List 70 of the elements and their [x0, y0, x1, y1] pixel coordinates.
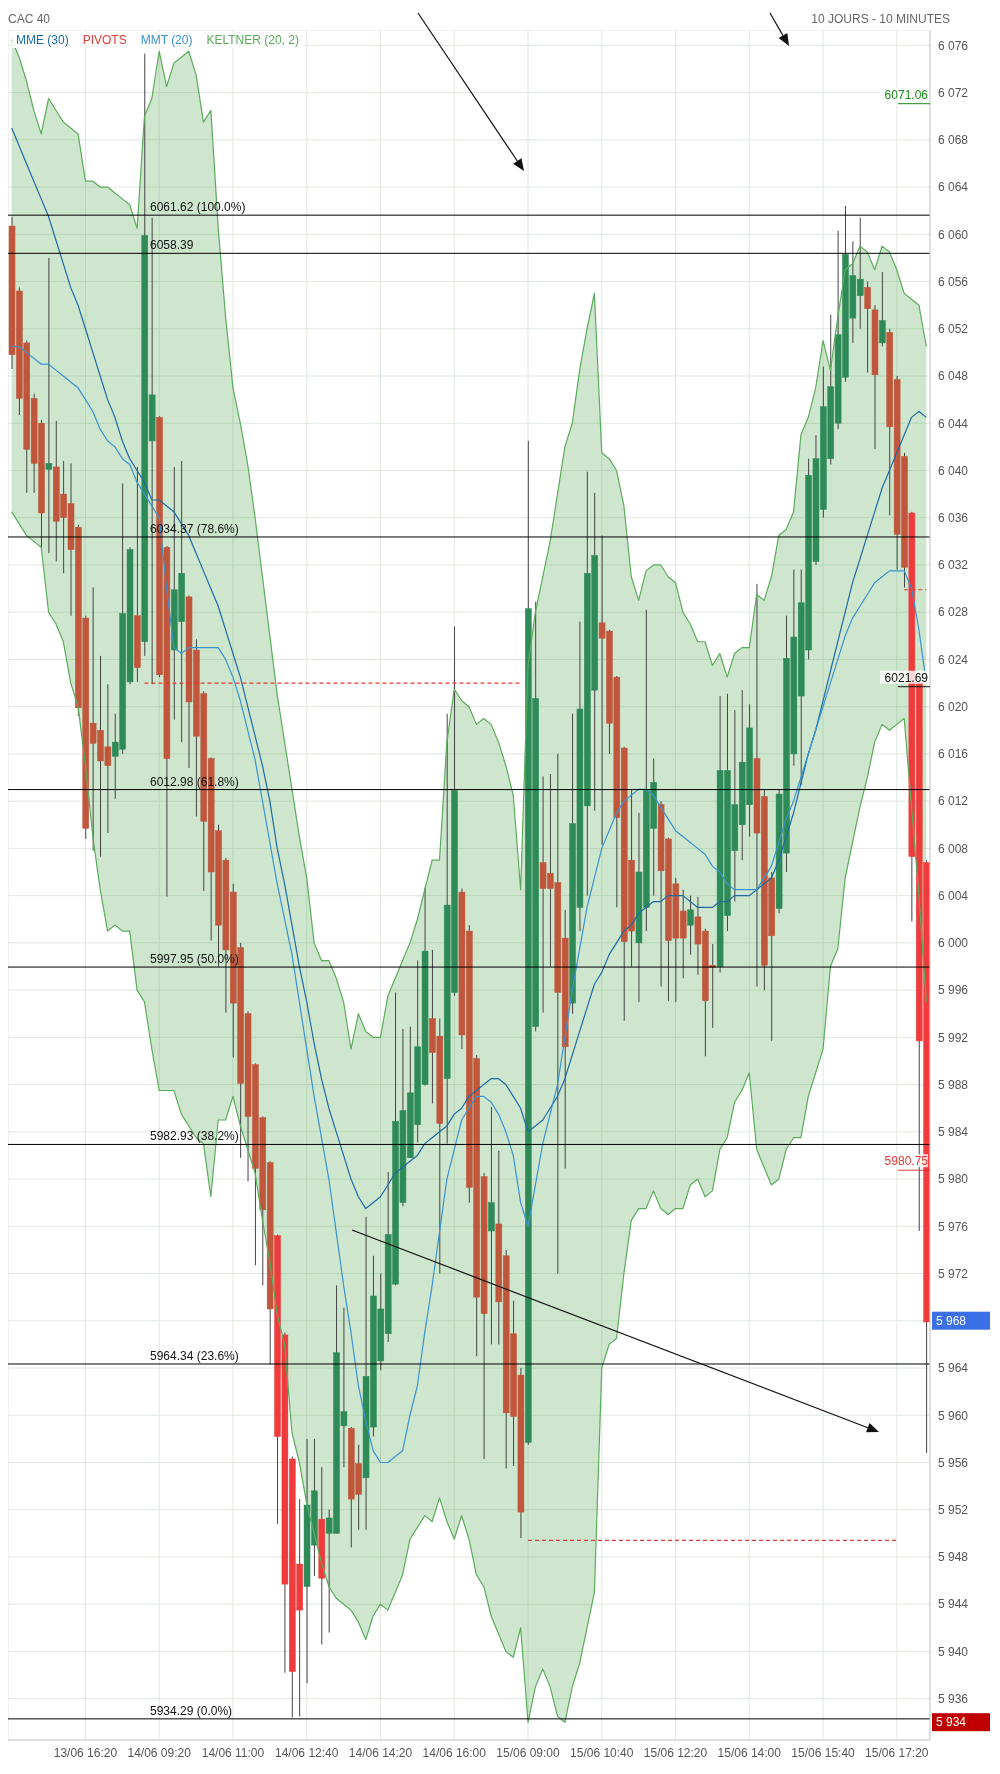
y-tick-label: 6 016 [938, 747, 969, 762]
ref-line-label: 5982.93 (38.2%) [150, 1129, 239, 1144]
y-tick-label: 6 060 [938, 227, 969, 242]
y-tick-label: 6 036 [938, 510, 969, 525]
ref-line-label: 5934.29 (0.0%) [150, 1703, 233, 1718]
y-tick-label: 6 024 [938, 652, 969, 667]
y-tick-label: 5 988 [938, 1077, 969, 1092]
x-tick-label: 15/06 12:20 [643, 1745, 708, 1760]
ref-line-label: 5964.34 (23.6%) [150, 1348, 239, 1363]
y-tick-label: 6 076 [938, 38, 969, 53]
y-tick-label: 5 952 [938, 1502, 969, 1517]
x-tick-label: 14/06 09:20 [127, 1745, 192, 1760]
x-tick-label: 15/06 14:00 [717, 1745, 782, 1760]
series-label: KELTNER (20, 2) [206, 33, 299, 47]
x-tick-label: 15/06 17:20 [865, 1745, 929, 1760]
x-tick-label: 14/06 16:00 [422, 1745, 487, 1760]
y-tick-label: 5 944 [938, 1597, 969, 1612]
candlestick [687, 895, 694, 956]
y-tick-label: 6 000 [938, 936, 969, 951]
y-tick-label: 6 068 [938, 133, 969, 148]
text: 5 934 [936, 1715, 967, 1730]
annotation: 5980.75 [884, 1154, 929, 1169]
y-tick-label: 5 948 [938, 1550, 969, 1565]
y-tick-label: 6 008 [938, 841, 969, 856]
y-tick-label: 6 040 [938, 463, 969, 478]
y-tick-label: 5 996 [938, 983, 969, 998]
annotation: 6071.06 [884, 87, 929, 102]
y-tick-label: 6 028 [938, 605, 969, 620]
y-tick-label: 5 956 [938, 1455, 969, 1470]
x-tick-label: 14/06 14:20 [348, 1745, 413, 1760]
chart-title: CAC 40 [8, 12, 51, 26]
y-tick-label: 6 064 [938, 180, 969, 195]
y-tick-label: 5 976 [938, 1219, 969, 1234]
x-tick-label: 15/06 15:40 [791, 1745, 856, 1760]
y-tick-label: 5 960 [938, 1408, 969, 1423]
y-tick-label: 5 972 [938, 1266, 969, 1281]
text: PIVOTS [82, 33, 127, 47]
y-tick-label: 6 072 [938, 85, 969, 100]
line-series [11, 345, 927, 1464]
ref-line-label: 6058.39 [150, 238, 194, 253]
y-tick-label: 5 940 [938, 1644, 969, 1659]
y-tick-label: 5 992 [938, 1030, 969, 1045]
annotation: 6021.69 [884, 670, 929, 685]
text: MME (30) [16, 33, 69, 47]
y-tick-label: 5 936 [938, 1691, 969, 1706]
x-tick-label: 14/06 12:40 [275, 1745, 339, 1760]
y-tick-label: 6 052 [938, 322, 969, 337]
y-tick-label: 6 044 [938, 416, 969, 431]
y-tick-label: 6 056 [938, 274, 969, 289]
line-series [11, 511, 927, 1723]
y-tick-label: 5 980 [938, 1172, 969, 1187]
y-tick-label: 6 048 [938, 369, 969, 384]
y-tick-label: 6 004 [938, 888, 969, 903]
chart-subtitle: 10 JOURS - 10 MINUTES [811, 12, 950, 26]
y-tick-label: 6 012 [938, 794, 969, 809]
y-tick-label: 5 984 [938, 1125, 969, 1140]
x-tick-label: 15/06 10:40 [570, 1745, 634, 1760]
y-tick-label: 6 032 [938, 558, 969, 573]
x-tick-label: 13/06 16:20 [53, 1745, 118, 1760]
candlestick [864, 281, 871, 373]
candlestick [45, 257, 53, 554]
y-tick-label: 5 964 [938, 1361, 969, 1376]
x-tick-label: 14/06 11:00 [201, 1745, 265, 1760]
x-tick-label: 15/06 09:00 [496, 1745, 561, 1760]
candlestick [879, 271, 886, 347]
text: MMT (20) [140, 33, 193, 47]
ref-line-label: 6061.62 (100.0%) [150, 200, 246, 215]
line-series [11, 127, 927, 1210]
y-tick-label: 6 020 [938, 699, 969, 714]
text: 5 968 [936, 1313, 967, 1328]
